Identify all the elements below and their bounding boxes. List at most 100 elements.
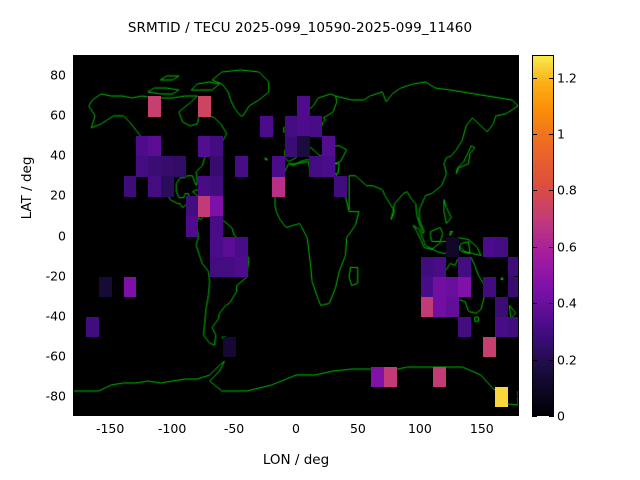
heatmap-cell — [445, 236, 459, 258]
x-tick-label: 50 — [349, 421, 366, 436]
heatmap-cell — [495, 386, 509, 408]
heatmap-cell — [272, 156, 286, 177]
colorbar-tick-mark — [532, 303, 537, 305]
colorbar-tick-mark — [532, 190, 537, 192]
heatmap-cell — [383, 366, 397, 388]
heatmap-cell — [148, 96, 162, 117]
y-tick-mark — [73, 275, 78, 277]
heatmap-cell — [235, 156, 248, 177]
colorbar-tick-mark — [549, 133, 554, 135]
heatmap-cell — [210, 196, 224, 217]
y-tick-label: -80 — [45, 388, 66, 404]
heatmap-cell — [297, 96, 310, 117]
heatmap-cell — [135, 136, 149, 157]
y-tick-mark — [73, 115, 78, 117]
heatmap-cell — [185, 216, 199, 237]
x-tick-mark — [481, 55, 483, 60]
y-tick-mark — [514, 395, 519, 397]
heatmap-cell — [284, 116, 298, 137]
y-tick-mark — [73, 235, 78, 237]
y-tick-label: -40 — [45, 308, 66, 324]
heatmap-cell — [222, 236, 236, 258]
heatmap-cell — [507, 256, 518, 278]
colorbar-gradient — [533, 56, 553, 415]
heatmap-cell — [321, 156, 335, 177]
x-tick-mark — [357, 55, 359, 60]
x-tick-label: -100 — [157, 421, 187, 436]
y-tick-mark — [514, 75, 519, 77]
heatmap-cell — [123, 176, 137, 197]
heatmap-cell — [160, 156, 174, 177]
colorbar-tick-label: 0.2 — [557, 352, 577, 368]
colorbar-tick-label: 0.8 — [557, 182, 577, 198]
x-tick-mark — [234, 411, 236, 416]
y-tick-label: -60 — [45, 348, 66, 364]
heatmap-cell — [197, 96, 211, 117]
y-tick-label: 60 — [50, 107, 66, 123]
y-tick-mark — [514, 115, 519, 117]
heatmap-cell — [148, 176, 162, 197]
colorbar-tick-mark — [532, 133, 537, 135]
y-tick-label: 80 — [50, 67, 66, 83]
y-tick-label: 20 — [50, 187, 66, 203]
coastline-layer — [74, 56, 518, 415]
y-tick-mark — [514, 235, 519, 237]
colorbar-tick-mark — [532, 359, 537, 361]
heatmap-cell — [297, 136, 310, 157]
colorbar-tick-label: 1 — [557, 126, 565, 142]
heatmap-cell — [458, 256, 471, 278]
heatmap-cell — [148, 136, 162, 157]
heatmap-cell — [495, 296, 509, 318]
heatmap-cell — [160, 176, 174, 197]
heatmap-cell — [210, 136, 224, 157]
heatmap-cell — [210, 156, 224, 177]
heatmap-cell — [433, 366, 447, 388]
heatmap-cell — [482, 276, 496, 298]
colorbar-tick-mark — [549, 77, 554, 79]
heatmap-cell — [210, 176, 224, 197]
heatmap-cell — [197, 196, 211, 217]
heatmap-cell — [135, 156, 149, 177]
heatmap-cell — [235, 256, 248, 278]
heatmap-cell — [482, 236, 496, 258]
y-tick-label: -20 — [45, 268, 66, 284]
heatmap-cell — [86, 316, 100, 338]
heatmap-cell — [309, 156, 323, 177]
y-tick-mark — [73, 395, 78, 397]
heatmap-cell — [371, 366, 385, 388]
heatmap-cell — [309, 116, 323, 137]
x-axis-label: LON / deg — [262, 452, 330, 468]
heatmap-cell — [259, 116, 273, 137]
y-tick-mark — [514, 315, 519, 317]
y-tick-mark — [73, 155, 78, 157]
heatmap-cell — [420, 296, 434, 318]
colorbar-tick-label: 0.4 — [557, 295, 577, 311]
y-tick-mark — [514, 195, 519, 197]
heatmap-cell — [321, 136, 335, 157]
chart-title: SRMTID / TECU 2025-099_10590-2025-099_11… — [127, 20, 473, 36]
x-tick-label: 100 — [407, 421, 432, 436]
colorbar-tick-mark — [549, 190, 554, 192]
heatmap-cell — [148, 156, 162, 177]
x-tick-mark — [110, 55, 112, 60]
y-tick-mark — [514, 275, 519, 277]
heatmap-cell — [98, 276, 112, 298]
heatmap-cell — [210, 256, 224, 278]
y-axis-label: LAT / deg — [19, 156, 35, 220]
colorbar-tick-label: 1.2 — [557, 70, 577, 86]
y-tick-mark — [73, 75, 78, 77]
heatmap-cell — [197, 176, 211, 197]
x-tick-mark — [110, 411, 112, 416]
x-tick-label: -50 — [223, 421, 245, 436]
x-tick-mark — [296, 411, 297, 416]
heatmap-cell — [297, 116, 310, 137]
x-tick-mark — [419, 411, 421, 416]
colorbar-tick-mark — [549, 359, 554, 361]
colorbar-tick-label: 0 — [557, 408, 565, 424]
heatmap-cell — [272, 176, 286, 197]
heatmap-cell — [185, 196, 199, 217]
y-tick-label: 40 — [50, 147, 66, 163]
heatmap-cell — [507, 316, 518, 338]
heatmap-cell — [284, 136, 298, 157]
heatmap-cell — [458, 316, 471, 338]
